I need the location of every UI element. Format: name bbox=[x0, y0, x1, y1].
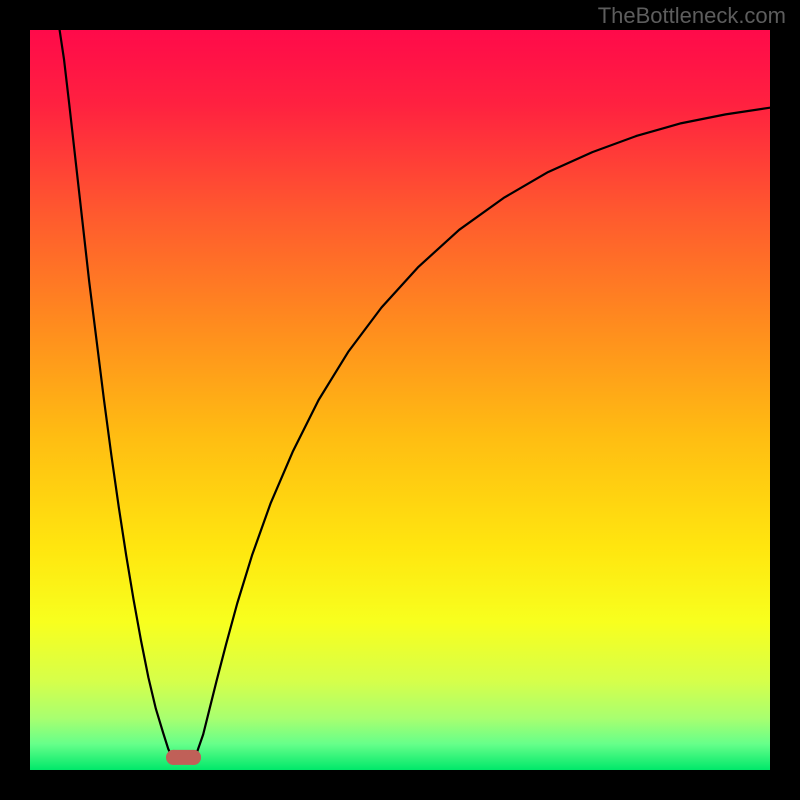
gradient-background bbox=[30, 30, 770, 770]
watermark-text: TheBottleneck.com bbox=[598, 3, 786, 29]
plot-area bbox=[30, 30, 770, 770]
bottleneck-curve-chart bbox=[30, 30, 770, 770]
optimal-point-marker bbox=[167, 750, 181, 764]
chart-frame: TheBottleneck.com bbox=[0, 0, 800, 800]
optimal-point-marker bbox=[187, 750, 201, 764]
